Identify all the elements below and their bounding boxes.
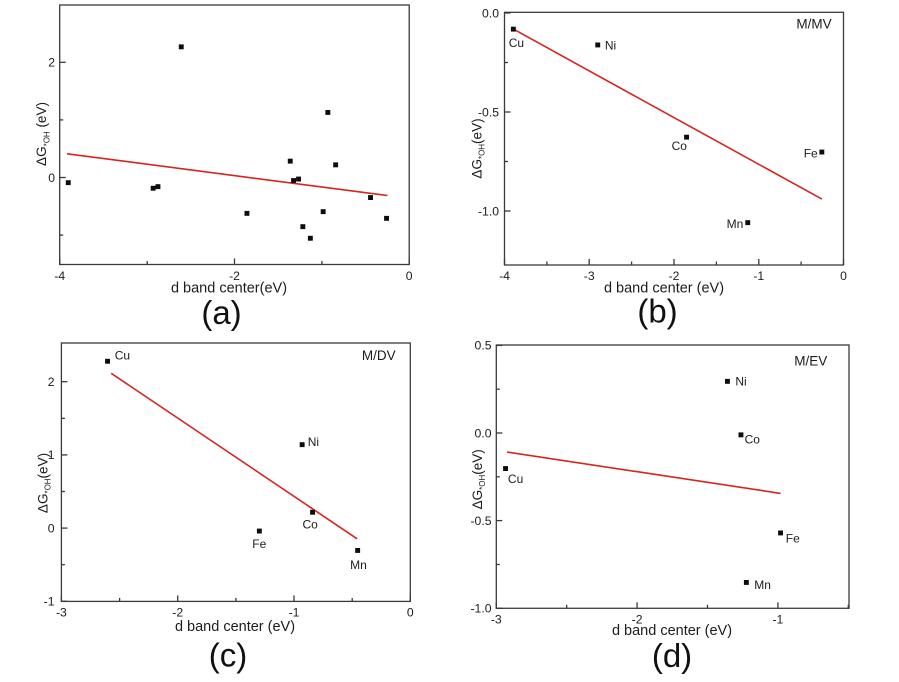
svg-text:d band center(eV): d band center(eV) [171, 281, 287, 297]
svg-text:-2: -2 [172, 605, 183, 619]
svg-text:0.5: 0.5 [475, 339, 492, 353]
svg-text:M/DV: M/DV [362, 348, 396, 363]
svg-text:ΔG*OH(eV): ΔG*OH(eV) [470, 118, 487, 178]
svg-text:Co: Co [672, 139, 688, 153]
svg-text:0: 0 [407, 605, 414, 619]
svg-text:Co: Co [745, 433, 761, 447]
svg-text:(b): (b) [637, 292, 677, 329]
svg-text:Ni: Ni [605, 38, 616, 52]
svg-text:(a): (a) [201, 294, 241, 331]
svg-text:-0.5: -0.5 [478, 105, 499, 119]
svg-text:Ni: Ni [735, 375, 746, 389]
svg-text:(d): (d) [652, 637, 692, 674]
svg-text:-3: -3 [584, 269, 595, 283]
svg-text:-0.5: -0.5 [470, 514, 491, 528]
svg-text:ΔG*OH (eV): ΔG*OH (eV) [34, 102, 51, 166]
svg-text:0: 0 [840, 269, 847, 283]
svg-text:Co: Co [303, 518, 319, 532]
svg-text:Mn: Mn [754, 578, 771, 592]
svg-text:d band center (eV): d band center (eV) [175, 619, 295, 635]
svg-text:Fe: Fe [252, 537, 266, 551]
svg-text:d band center (eV): d band center (eV) [604, 281, 724, 297]
svg-text:2: 2 [48, 375, 55, 389]
svg-text:Cu: Cu [115, 349, 130, 363]
svg-text:ΔG*OH(eV): ΔG*OH(eV) [36, 453, 53, 513]
svg-text:ΔG*OH(eV): ΔG*OH(eV) [470, 449, 487, 509]
svg-text:Fe: Fe [804, 147, 818, 161]
svg-text:-1: -1 [289, 605, 300, 619]
svg-text:2: 2 [48, 56, 55, 70]
svg-text:Cu: Cu [508, 472, 523, 486]
svg-text:0.0: 0.0 [475, 426, 492, 440]
svg-text:-2: -2 [669, 269, 680, 283]
svg-text:M/EV: M/EV [794, 354, 827, 369]
svg-text:1: 1 [48, 448, 55, 462]
svg-text:-1.0: -1.0 [478, 204, 499, 218]
svg-text:-1: -1 [772, 612, 783, 626]
svg-text:Mn: Mn [727, 217, 744, 231]
svg-text:0: 0 [48, 521, 55, 535]
svg-text:-4: -4 [499, 269, 510, 283]
svg-text:-3: -3 [56, 605, 67, 619]
svg-text:Cu: Cu [509, 36, 524, 50]
svg-text:0: 0 [48, 171, 55, 185]
svg-text:0: 0 [406, 269, 413, 283]
svg-text:-2: -2 [632, 612, 643, 626]
svg-text:(c): (c) [209, 636, 247, 673]
svg-text:M/MV: M/MV [796, 16, 831, 31]
svg-text:-1: -1 [753, 269, 764, 283]
svg-text:Fe: Fe [786, 532, 800, 546]
svg-text:-1.0: -1.0 [470, 602, 491, 616]
svg-text:-1: -1 [44, 595, 55, 609]
svg-text:Ni: Ni [308, 435, 319, 449]
svg-text:-4: -4 [54, 269, 65, 283]
svg-text:-2: -2 [229, 269, 240, 283]
svg-text:0.0: 0.0 [482, 6, 499, 20]
svg-text:Mn: Mn [350, 558, 367, 572]
svg-text:d band center (eV): d band center (eV) [612, 623, 732, 639]
svg-text:-3: -3 [491, 612, 502, 626]
